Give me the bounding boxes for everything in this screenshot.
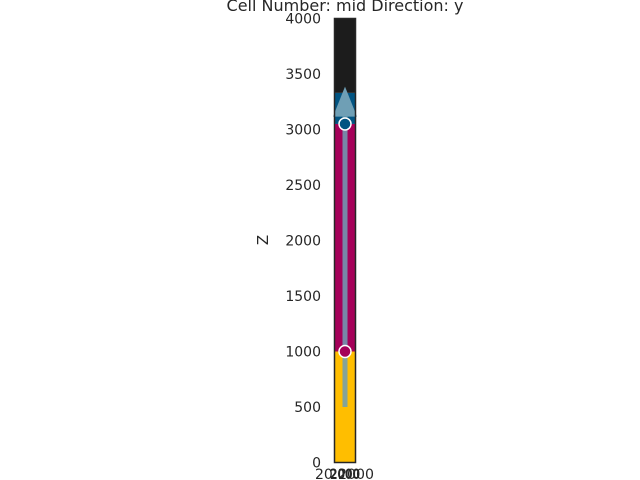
y-tick-label-8: 4000 [285,12,321,28]
y-tick-label-3: 1500 [285,289,321,305]
y-tick-label-5: 2500 [285,178,321,194]
y-tick-labels: 0 500 1000 1500 2000 2500 3000 3500 4000 [285,12,321,472]
y-tick-label-1: 500 [294,400,321,416]
surface-point-1 [338,117,352,131]
x-tick-label-partial: 20 [315,467,333,480]
y-tick-label-4: 2000 [285,234,321,250]
surface-point-0 [338,344,352,359]
y-axis-label: Z [254,235,272,245]
x-tick-label: 2000 [330,467,360,480]
x-tick-label-overlap: 2000 [338,467,374,480]
chart-title: Cell Number: mid Direction: y [227,0,464,15]
orientation-arrow [333,86,357,408]
y-tick-label-0: 0 [312,456,321,472]
y-tick-label-6: 3000 [285,123,321,139]
layer-3 [334,18,356,93]
plot-frame [333,17,357,464]
surface-points [338,117,352,359]
orientation-arrow-head [333,86,357,117]
y-tick-label-2: 1000 [285,345,321,361]
orientation-arrow-shaft [342,116,348,408]
y-tick-label-7: 3500 [285,67,321,83]
